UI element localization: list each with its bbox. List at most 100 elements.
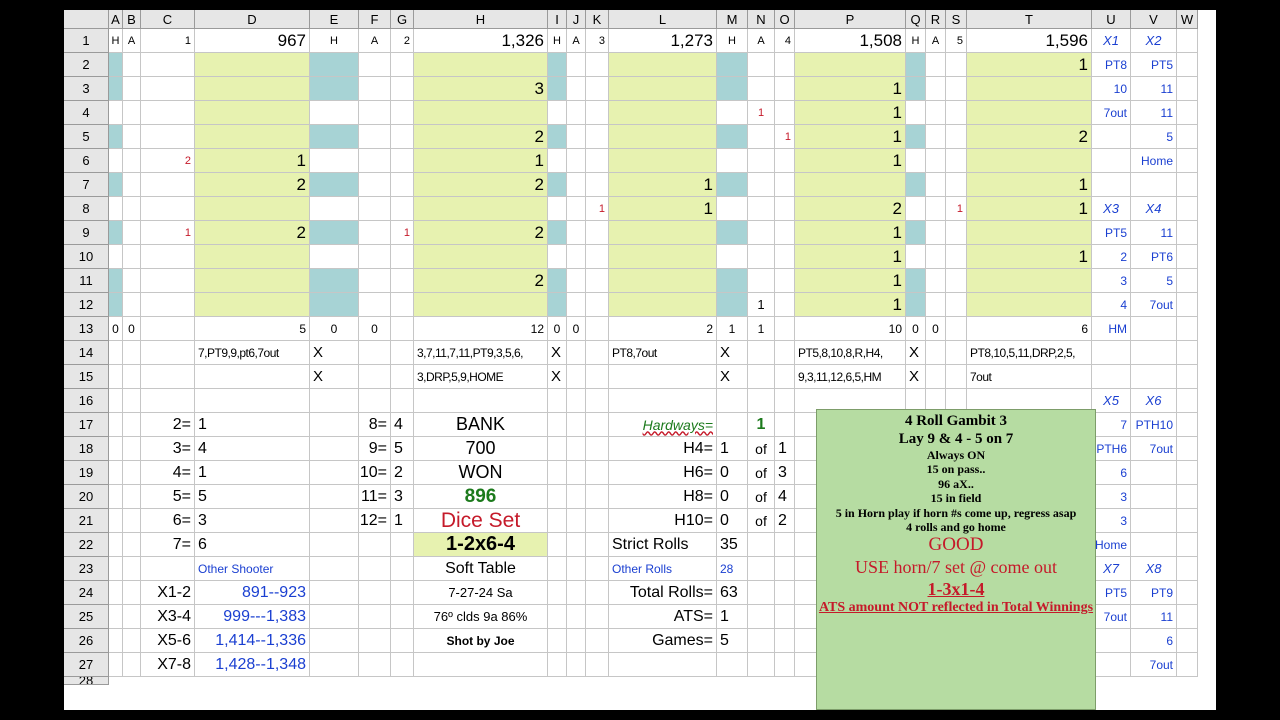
cell-l9[interactable] — [609, 221, 717, 245]
cell-g18[interactable]: 5 — [391, 437, 414, 461]
cell-a10[interactable] — [109, 245, 123, 269]
cell-s1[interactable]: 5 — [946, 29, 967, 53]
cell-i4[interactable] — [548, 101, 567, 125]
cell-r10[interactable] — [926, 245, 946, 269]
cell-b15[interactable] — [123, 365, 141, 389]
cell-e20[interactable] — [310, 485, 359, 509]
cell-k9[interactable] — [586, 221, 609, 245]
cell-w3[interactable] — [1177, 77, 1198, 101]
cell-k1[interactable]: 3 — [586, 29, 609, 53]
cell-e13[interactable]: 0 — [310, 317, 359, 341]
cell-t12[interactable] — [967, 293, 1092, 317]
column-header-n[interactable]: N — [748, 10, 775, 29]
cell-r15[interactable] — [926, 365, 946, 389]
cell-a24[interactable] — [109, 581, 123, 605]
cell-j2[interactable] — [567, 53, 586, 77]
cell-k27[interactable] — [586, 653, 609, 677]
cell-l16[interactable] — [609, 389, 717, 413]
cell-b25[interactable] — [123, 605, 141, 629]
cell-v6[interactable]: Home — [1131, 149, 1177, 173]
cell-i9[interactable] — [548, 221, 567, 245]
cell-o1[interactable]: 4 — [775, 29, 795, 53]
cell-k8[interactable]: 1 — [586, 197, 609, 221]
cell-h21[interactable]: Dice Set — [414, 509, 548, 533]
cell-v1[interactable]: X2 — [1131, 29, 1177, 53]
cell-u5[interactable] — [1092, 125, 1131, 149]
cell-b20[interactable] — [123, 485, 141, 509]
cell-h16[interactable] — [414, 389, 548, 413]
cell-k14[interactable] — [586, 341, 609, 365]
cell-r2[interactable] — [926, 53, 946, 77]
cell-n5[interactable] — [748, 125, 775, 149]
cell-g5[interactable] — [391, 125, 414, 149]
cell-h2[interactable] — [414, 53, 548, 77]
cell-o2[interactable] — [775, 53, 795, 77]
cell-m16[interactable] — [717, 389, 748, 413]
cell-r5[interactable] — [926, 125, 946, 149]
cell-p5[interactable]: 1 — [795, 125, 906, 149]
cell-a15[interactable] — [109, 365, 123, 389]
row-header-12[interactable]: 12 — [64, 293, 109, 317]
cell-q4[interactable] — [906, 101, 926, 125]
cell-h13[interactable]: 12 — [414, 317, 548, 341]
cell-j12[interactable] — [567, 293, 586, 317]
cell-t7[interactable]: 1 — [967, 173, 1092, 197]
cell-v5[interactable]: 5 — [1131, 125, 1177, 149]
cell-w22[interactable] — [1177, 533, 1198, 557]
cell-r9[interactable] — [926, 221, 946, 245]
cell-i6[interactable] — [548, 149, 567, 173]
cell-j22[interactable] — [567, 533, 586, 557]
cell-j16[interactable] — [567, 389, 586, 413]
cell-u23[interactable]: X7 — [1092, 557, 1131, 581]
cell-s10[interactable] — [946, 245, 967, 269]
cell-i1[interactable]: H — [548, 29, 567, 53]
cell-l8[interactable]: 1 — [609, 197, 717, 221]
cell-a21[interactable] — [109, 509, 123, 533]
row-header-14[interactable]: 14 — [64, 341, 109, 365]
cell-e25[interactable] — [310, 605, 359, 629]
cell-g24[interactable] — [391, 581, 414, 605]
cell-w17[interactable] — [1177, 413, 1198, 437]
cell-w9[interactable] — [1177, 221, 1198, 245]
cell-o5[interactable]: 1 — [775, 125, 795, 149]
cell-v3[interactable]: 11 — [1131, 77, 1177, 101]
row-header-18[interactable]: 18 — [64, 437, 109, 461]
cell-i17[interactable] — [548, 413, 567, 437]
cell-q6[interactable] — [906, 149, 926, 173]
cell-v15[interactable] — [1131, 365, 1177, 389]
cell-w26[interactable] — [1177, 629, 1198, 653]
cell-h26[interactable]: Shot by Joe — [414, 629, 548, 653]
cell-u6[interactable] — [1092, 149, 1131, 173]
cell-f23[interactable] — [359, 557, 391, 581]
cell-a2[interactable] — [109, 53, 123, 77]
cell-o25[interactable] — [775, 605, 795, 629]
cell-g20[interactable]: 3 — [391, 485, 414, 509]
cell-v10[interactable]: PT6 — [1131, 245, 1177, 269]
cell-d1[interactable]: 967 — [195, 29, 310, 53]
cell-h20[interactable]: 896 — [414, 485, 548, 509]
cell-s7[interactable] — [946, 173, 967, 197]
cell-a20[interactable] — [109, 485, 123, 509]
cell-u12[interactable]: 4 — [1092, 293, 1131, 317]
cell-h17[interactable]: BANK — [414, 413, 548, 437]
column-header-t[interactable]: T — [967, 10, 1092, 29]
cell-t13[interactable]: 6 — [967, 317, 1092, 341]
cell-j10[interactable] — [567, 245, 586, 269]
cell-o20[interactable]: 4 — [775, 485, 795, 509]
cell-p10[interactable]: 1 — [795, 245, 906, 269]
cell-b2[interactable] — [123, 53, 141, 77]
cell-c3[interactable] — [141, 77, 195, 101]
row-header-25[interactable]: 25 — [64, 605, 109, 629]
cell-e22[interactable] — [310, 533, 359, 557]
cell-b4[interactable] — [123, 101, 141, 125]
cell-f22[interactable] — [359, 533, 391, 557]
cell-a6[interactable] — [109, 149, 123, 173]
cell-u10[interactable]: 2 — [1092, 245, 1131, 269]
cell-i11[interactable] — [548, 269, 567, 293]
cell-j6[interactable] — [567, 149, 586, 173]
cell-v13[interactable] — [1131, 317, 1177, 341]
cell-u18[interactable]: PTH6 — [1092, 437, 1131, 461]
cell-e18[interactable] — [310, 437, 359, 461]
cell-i10[interactable] — [548, 245, 567, 269]
cell-e2[interactable] — [310, 53, 359, 77]
